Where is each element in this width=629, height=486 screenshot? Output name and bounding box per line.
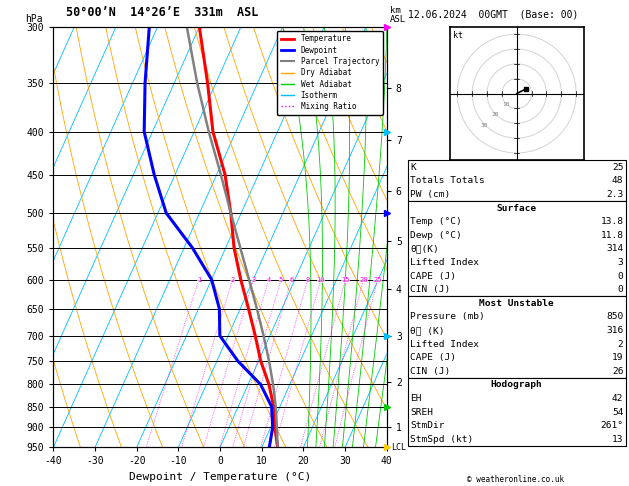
- Text: Dewp (°C): Dewp (°C): [410, 231, 462, 240]
- Text: 2: 2: [230, 277, 235, 282]
- Text: StmSpd (kt): StmSpd (kt): [410, 435, 474, 444]
- Text: 11.8: 11.8: [600, 231, 623, 240]
- Text: 4: 4: [267, 277, 271, 282]
- Text: Totals Totals: Totals Totals: [410, 176, 485, 185]
- Text: 20: 20: [359, 277, 368, 282]
- Text: 2: 2: [618, 340, 623, 348]
- Text: 25: 25: [374, 277, 382, 282]
- Text: K: K: [410, 163, 416, 172]
- Text: 6: 6: [289, 277, 293, 282]
- Text: LCL: LCL: [391, 443, 406, 451]
- Text: SREH: SREH: [410, 408, 433, 417]
- Text: Lifted Index: Lifted Index: [410, 340, 479, 348]
- Legend: Temperature, Dewpoint, Parcel Trajectory, Dry Adiabat, Wet Adiabat, Isotherm, Mi: Temperature, Dewpoint, Parcel Trajectory…: [277, 31, 383, 115]
- Text: CIN (J): CIN (J): [410, 367, 450, 376]
- Text: 1: 1: [197, 277, 201, 282]
- Text: 3: 3: [252, 277, 255, 282]
- Text: EH: EH: [410, 394, 421, 403]
- Text: 42: 42: [612, 394, 623, 403]
- Text: 25: 25: [612, 163, 623, 172]
- Text: 48: 48: [612, 176, 623, 185]
- Text: 19: 19: [612, 353, 623, 362]
- Text: PW (cm): PW (cm): [410, 190, 450, 199]
- Text: © weatheronline.co.uk: © weatheronline.co.uk: [467, 474, 564, 484]
- Text: θᴇ (K): θᴇ (K): [410, 326, 445, 335]
- Text: km
ASL: km ASL: [390, 6, 406, 24]
- Text: Lifted Index: Lifted Index: [410, 258, 479, 267]
- Text: Surface: Surface: [497, 204, 537, 212]
- Text: Hodograph: Hodograph: [491, 381, 543, 389]
- Text: CIN (J): CIN (J): [410, 285, 450, 294]
- Text: 0: 0: [618, 285, 623, 294]
- X-axis label: Dewpoint / Temperature (°C): Dewpoint / Temperature (°C): [129, 472, 311, 482]
- Text: 13: 13: [612, 435, 623, 444]
- Text: 5: 5: [279, 277, 283, 282]
- Text: 850: 850: [606, 312, 623, 321]
- Text: 15: 15: [341, 277, 350, 282]
- Text: Mixing Ratio (g/kg): Mixing Ratio (g/kg): [417, 190, 426, 284]
- Text: Temp (°C): Temp (°C): [410, 217, 462, 226]
- Text: kt: kt: [453, 31, 463, 40]
- Text: 50°00’N  14°26’E  331m  ASL: 50°00’N 14°26’E 331m ASL: [66, 6, 259, 19]
- Text: CAPE (J): CAPE (J): [410, 272, 456, 280]
- Text: Most Unstable: Most Unstable: [479, 299, 554, 308]
- Text: 10: 10: [316, 277, 325, 282]
- Text: 0: 0: [618, 272, 623, 280]
- Text: StmDir: StmDir: [410, 421, 445, 430]
- Text: 20: 20: [492, 112, 499, 118]
- Text: 8: 8: [306, 277, 310, 282]
- Text: 314: 314: [606, 244, 623, 253]
- Text: 2.3: 2.3: [606, 190, 623, 199]
- Text: 316: 316: [606, 326, 623, 335]
- Text: 12.06.2024  00GMT  (Base: 00): 12.06.2024 00GMT (Base: 00): [408, 9, 578, 19]
- Text: 261°: 261°: [600, 421, 623, 430]
- Text: 13.8: 13.8: [600, 217, 623, 226]
- Text: 10: 10: [503, 102, 509, 107]
- Text: 3: 3: [618, 258, 623, 267]
- Text: Pressure (mb): Pressure (mb): [410, 312, 485, 321]
- Text: CAPE (J): CAPE (J): [410, 353, 456, 362]
- Text: 30: 30: [481, 123, 488, 128]
- Text: θᴇ(K): θᴇ(K): [410, 244, 439, 253]
- Text: 54: 54: [612, 408, 623, 417]
- Text: hPa: hPa: [25, 14, 43, 24]
- Text: 26: 26: [612, 367, 623, 376]
